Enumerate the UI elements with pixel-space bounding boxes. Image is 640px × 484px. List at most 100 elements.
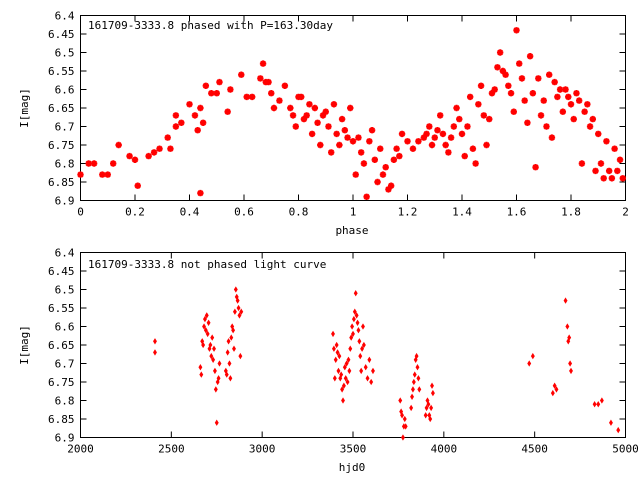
phased-x-tick-label: 1.4: [452, 206, 472, 219]
phased-data-point: [191, 112, 199, 119]
phased-data-point: [287, 104, 294, 112]
unphased-chart-title: 161709-3333.8 not phased light curve: [88, 258, 326, 271]
phased-data-point: [90, 160, 98, 167]
unphased-data-point: [334, 341, 339, 349]
unphased-data-point: [348, 345, 353, 352]
unphased-data-point: [347, 367, 352, 375]
phased-data-point: [447, 134, 455, 141]
unphased-data-point: [428, 415, 433, 423]
phased-data-point: [317, 141, 324, 149]
phased-data-point: [311, 104, 319, 112]
phased-data-point: [338, 115, 346, 123]
phased-data-point: [570, 115, 577, 123]
phased-data-point: [480, 112, 487, 119]
unphased-data-point: [554, 386, 559, 393]
phased-data-point: [382, 164, 389, 171]
phased-data-point: [477, 82, 485, 89]
phased-data-point: [513, 27, 520, 34]
phased-data-point: [453, 104, 460, 112]
phased-data-point: [270, 104, 278, 112]
phased-x-tick-label: 0.2: [125, 206, 145, 219]
phased-data-point: [611, 145, 618, 152]
phased-data-point: [415, 138, 422, 145]
phased-data-point: [597, 160, 605, 167]
unphased-data-point: [332, 375, 337, 382]
phased-data-point: [499, 67, 507, 75]
unphased-data-point: [356, 327, 361, 334]
phased-data-point: [156, 145, 163, 152]
unphased-data-point: [225, 349, 230, 356]
unphased-data-point: [343, 375, 348, 382]
unphased-data-point: [402, 415, 407, 423]
phased-data-point: [398, 130, 406, 138]
phased-data-point: [586, 123, 594, 130]
phased-y-tick-label: 6.4: [55, 10, 75, 23]
phased-data-point: [475, 101, 482, 108]
unphased-data-point: [609, 419, 613, 426]
phased-y-tick-label: 6.85: [48, 176, 75, 189]
phased-data-point: [524, 119, 531, 126]
phased-data-point: [243, 93, 250, 101]
unphased-x-tick-label: 3500: [340, 443, 367, 456]
unphased-y-tick-label: 6.9: [55, 432, 75, 445]
phased-data-point: [352, 171, 359, 178]
phased-data-point: [494, 64, 501, 71]
phased-data-point: [377, 145, 384, 152]
phased-data-point: [437, 112, 444, 119]
phased-data-point: [461, 152, 468, 160]
phased-data-point: [543, 123, 550, 130]
unphased-data-point: [592, 401, 597, 408]
unphased-data-point: [340, 386, 345, 393]
phased-data-point: [164, 134, 171, 141]
unphased-data-point: [353, 290, 358, 297]
unphased-data-point: [361, 323, 365, 330]
unphased-data-point: [351, 315, 356, 323]
phased-data-point: [336, 141, 343, 149]
unphased-data-point: [411, 378, 416, 386]
phased-data-point: [314, 119, 321, 126]
unphased-data-point: [357, 338, 362, 345]
unphased-data-point: [203, 327, 208, 334]
phased-data-point: [248, 93, 256, 101]
unphased-data-point: [415, 364, 420, 371]
phased-data-point: [556, 86, 564, 93]
unphased-data-point: [212, 367, 217, 375]
unphased-data-point: [358, 352, 363, 360]
phased-x-tick-label: 1.6: [507, 206, 527, 219]
unphased-data-point: [371, 367, 375, 375]
unphased-data-point: [229, 334, 234, 341]
unphased-data-point: [354, 312, 359, 319]
phased-data-point: [619, 175, 626, 182]
phased-data-point: [306, 101, 313, 108]
unphased-data-point: [423, 412, 428, 419]
phased-data-point: [529, 90, 537, 97]
unphased-data-point: [210, 334, 215, 341]
phased-data-point: [420, 134, 428, 141]
phased-data-point: [516, 60, 523, 67]
phased-data-point: [374, 178, 381, 186]
phased-data-point: [559, 108, 567, 115]
phased-data-point: [488, 90, 496, 97]
phased-data-point: [605, 167, 613, 175]
unphased-data-point: [336, 367, 341, 375]
unphased-light-curve-panel: 161709-3333.8 not phased light curve hjd…: [18, 247, 639, 475]
phased-data-point: [573, 90, 580, 97]
phased-data-point: [172, 112, 180, 119]
phased-data-point: [99, 171, 106, 178]
phased-data-point: [540, 97, 547, 104]
unphased-data-point: [429, 404, 434, 412]
unphased-data-point: [409, 404, 414, 412]
phased-data-point: [341, 127, 349, 134]
phased-data-point: [360, 160, 368, 167]
phased-data-point: [344, 134, 351, 141]
phased-data-point: [603, 138, 610, 145]
phased-data-point: [333, 130, 340, 138]
phased-y-tick-label: 6.6: [55, 84, 75, 97]
phased-data-point: [319, 112, 327, 119]
unphased-data-point: [345, 378, 350, 386]
phased-data-point: [546, 71, 553, 78]
phased-data-point: [434, 127, 441, 134]
phased-data-point: [393, 145, 400, 152]
